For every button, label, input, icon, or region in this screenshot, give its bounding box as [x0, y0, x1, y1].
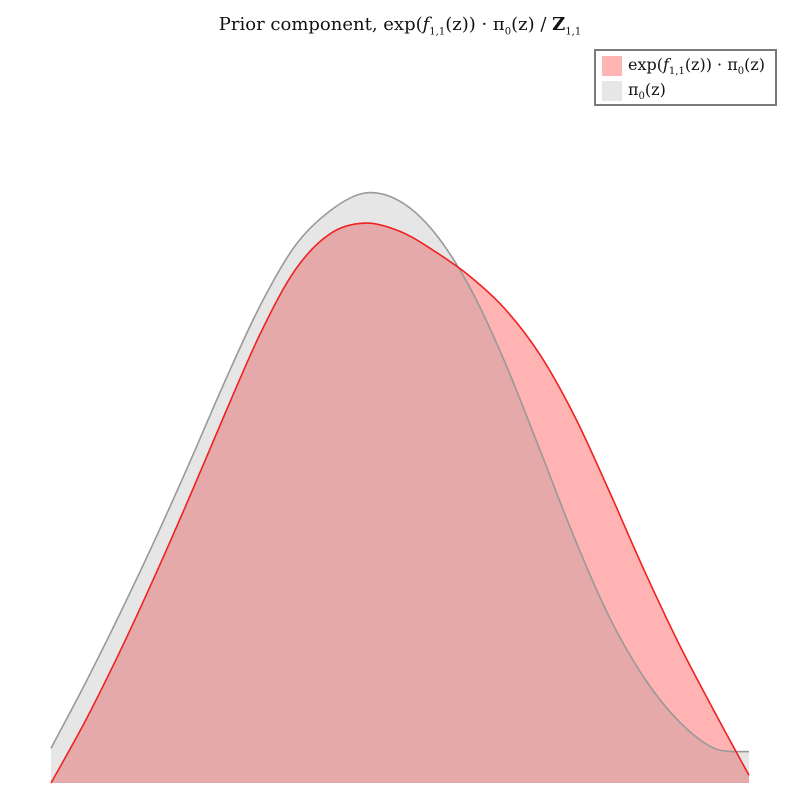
legend-swatch-component — [602, 56, 622, 76]
chart-title: Prior component, exp(f1,1(z)) · π0(z) / … — [218, 14, 582, 38]
legend-item-prior: π0(z) — [602, 80, 666, 102]
legend-swatch-prior — [602, 81, 622, 101]
legend-label-component: exp(f1,1(z)) · π0(z) — [628, 54, 766, 78]
prior-line — [50, 191, 750, 753]
legend: exp(f1,1(z)) · π0(z) π0(z) — [594, 49, 777, 106]
plot-area — [50, 191, 750, 784]
legend-label-prior: π0(z) — [628, 79, 666, 103]
legend-item-component: exp(f1,1(z)) · π0(z) — [602, 55, 765, 77]
component-line — [50, 222, 750, 784]
overlap-area — [51, 223, 749, 783]
